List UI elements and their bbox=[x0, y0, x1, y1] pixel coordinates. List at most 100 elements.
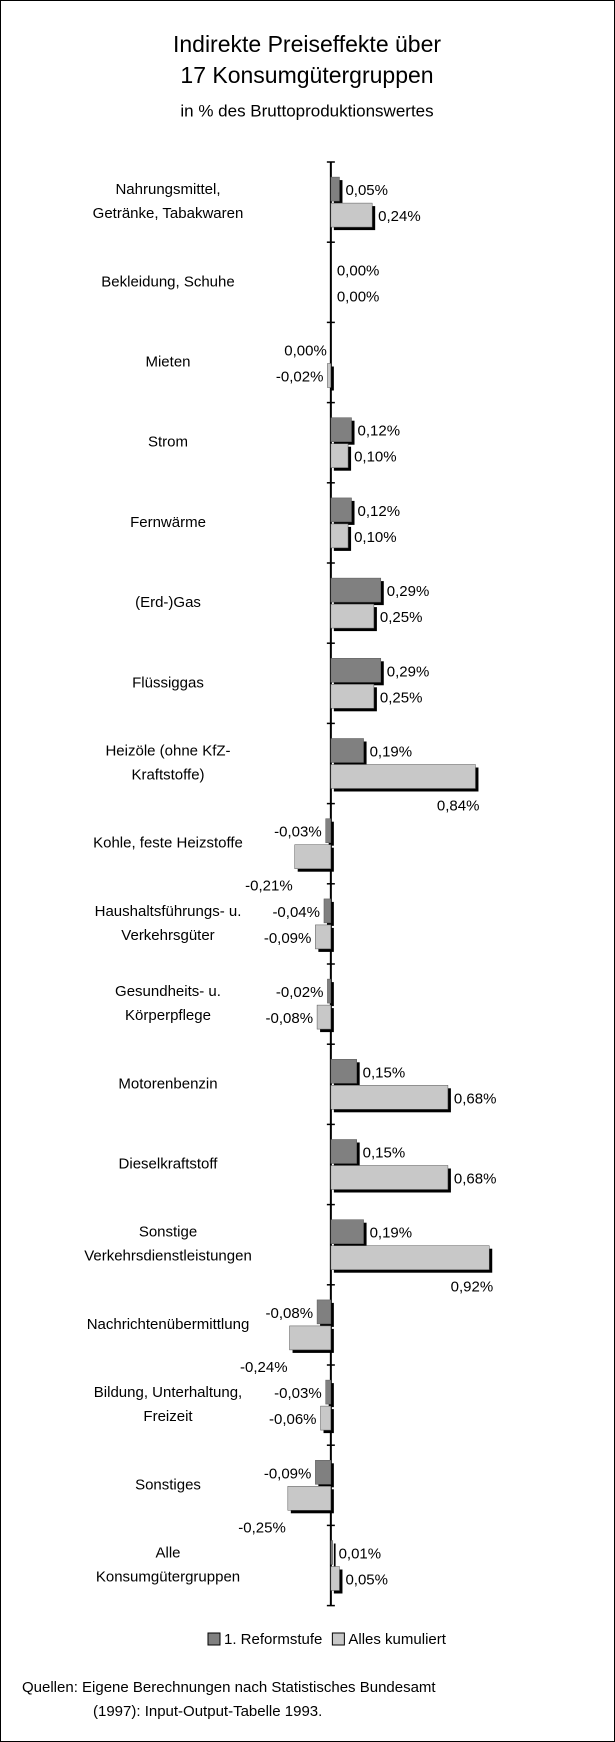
category-label: Nachrichtenübermittlung bbox=[87, 1316, 250, 1333]
category-label: Konsumgütergruppen bbox=[96, 1568, 240, 1585]
value-label: -0,08% bbox=[266, 1305, 314, 1322]
value-label: 0,19% bbox=[370, 1225, 413, 1242]
bar bbox=[330, 1245, 490, 1270]
bar bbox=[330, 523, 349, 549]
bar bbox=[330, 1165, 449, 1190]
bar bbox=[330, 684, 375, 709]
bar bbox=[294, 844, 332, 869]
category-label: Mieten bbox=[145, 353, 190, 370]
value-label: 0,92% bbox=[451, 1279, 494, 1296]
bar bbox=[316, 1299, 332, 1325]
bar bbox=[327, 363, 332, 388]
value-label: -0,06% bbox=[269, 1411, 317, 1428]
bar bbox=[315, 1460, 332, 1485]
chart-subtitle: in % des Bruttoproduktionswertes bbox=[180, 101, 433, 120]
bar bbox=[330, 1566, 340, 1591]
bar bbox=[330, 764, 476, 789]
bar bbox=[330, 1139, 357, 1164]
chart-title: 17 Konsumgütergruppen bbox=[180, 62, 433, 88]
category-label: Verkehrsgüter bbox=[121, 927, 214, 944]
category-label: Fernwärme bbox=[130, 514, 206, 531]
category-label: Flüssiggas bbox=[132, 674, 204, 691]
value-label: 0,00% bbox=[337, 288, 380, 305]
value-label: -0,25% bbox=[238, 1519, 286, 1536]
category-label: Getränke, Tabakwaren bbox=[93, 205, 244, 222]
value-label: -0,09% bbox=[264, 1465, 312, 1482]
bar bbox=[320, 1405, 332, 1431]
category-label: Strom bbox=[148, 434, 188, 451]
bar bbox=[330, 443, 349, 468]
value-label: 0,15% bbox=[363, 1144, 406, 1161]
bar bbox=[323, 898, 332, 924]
value-label: 0,29% bbox=[387, 583, 430, 600]
category-label: Kohle, feste Heizstoffe bbox=[93, 835, 243, 852]
bar-shadow bbox=[328, 821, 334, 846]
category-label: Sonstiges bbox=[135, 1476, 201, 1493]
value-label: -0,04% bbox=[272, 904, 320, 921]
source: (1997): Input-Output-Tabelle 1993. bbox=[93, 1703, 322, 1720]
bar bbox=[330, 658, 382, 683]
value-label: -0,02% bbox=[276, 984, 324, 1001]
bar bbox=[330, 497, 352, 523]
bar bbox=[289, 1325, 332, 1351]
category-label: Kraftstoffe) bbox=[131, 766, 204, 783]
value-label: 0,05% bbox=[345, 1571, 388, 1588]
value-label: 0,10% bbox=[354, 529, 397, 546]
legend-label: 1. Reformstufe bbox=[224, 1631, 322, 1648]
value-label: 0,01% bbox=[339, 1545, 382, 1562]
value-label: 0,00% bbox=[337, 262, 380, 279]
value-label: -0,02% bbox=[276, 368, 324, 385]
category-label: Dieselkraftstoff bbox=[119, 1155, 219, 1172]
value-label: 0,12% bbox=[358, 503, 401, 520]
bar bbox=[287, 1486, 332, 1511]
bar-shadow bbox=[328, 1383, 334, 1408]
bar bbox=[330, 1219, 364, 1244]
bar-shadow bbox=[333, 1543, 336, 1568]
category-label: Haushaltsführungs- u. bbox=[95, 903, 242, 920]
value-label: 0,05% bbox=[345, 182, 388, 199]
value-label: 0,24% bbox=[378, 208, 421, 225]
bar bbox=[330, 738, 364, 763]
bar-shadow bbox=[330, 366, 334, 391]
value-label: 0,25% bbox=[380, 609, 423, 626]
bar bbox=[315, 924, 332, 950]
value-label: -0,21% bbox=[245, 878, 293, 895]
bar bbox=[330, 1085, 449, 1110]
bar bbox=[316, 1004, 332, 1030]
value-label: 0,68% bbox=[454, 1170, 497, 1187]
value-label: 0,10% bbox=[354, 449, 397, 466]
bar bbox=[330, 202, 373, 228]
value-label: -0,24% bbox=[240, 1359, 288, 1376]
bar bbox=[330, 417, 352, 442]
category-label: Nahrungsmittel, bbox=[115, 181, 220, 198]
category-label: Bildung, Unterhaltung, bbox=[94, 1384, 242, 1401]
category-label: Heizöle (ohne KfZ- bbox=[105, 742, 230, 759]
bar bbox=[330, 603, 375, 629]
category-label: (Erd-)Gas bbox=[135, 594, 201, 611]
value-label: 0,00% bbox=[284, 342, 327, 359]
bar-shadow bbox=[330, 982, 334, 1007]
value-label: 0,25% bbox=[380, 689, 423, 706]
value-label: -0,09% bbox=[264, 930, 312, 947]
value-label: -0,03% bbox=[274, 1385, 322, 1402]
value-label: -0,03% bbox=[274, 824, 322, 841]
legend-label: Alles kumuliert bbox=[348, 1631, 446, 1648]
category-label: Alle bbox=[155, 1544, 180, 1561]
legend-swatch bbox=[207, 1632, 221, 1646]
value-label: 0,19% bbox=[370, 743, 413, 760]
chart-title: Indirekte Preiseffekte über bbox=[173, 31, 441, 57]
bar bbox=[325, 818, 332, 843]
source: Quellen: Eigene Berechnungen nach Statis… bbox=[22, 1679, 436, 1696]
value-label: 0,12% bbox=[358, 423, 401, 440]
value-label: 0,29% bbox=[387, 663, 430, 680]
category-label: Bekleidung, Schuhe bbox=[101, 273, 234, 290]
bar bbox=[330, 1540, 333, 1565]
bar bbox=[330, 1059, 357, 1084]
bar bbox=[330, 176, 340, 202]
legend-swatch bbox=[331, 1632, 345, 1646]
value-label: 0,15% bbox=[363, 1064, 406, 1081]
category-label: Sonstige bbox=[139, 1224, 197, 1241]
category-label: Motorenbenzin bbox=[118, 1075, 217, 1092]
bar bbox=[325, 1379, 332, 1405]
